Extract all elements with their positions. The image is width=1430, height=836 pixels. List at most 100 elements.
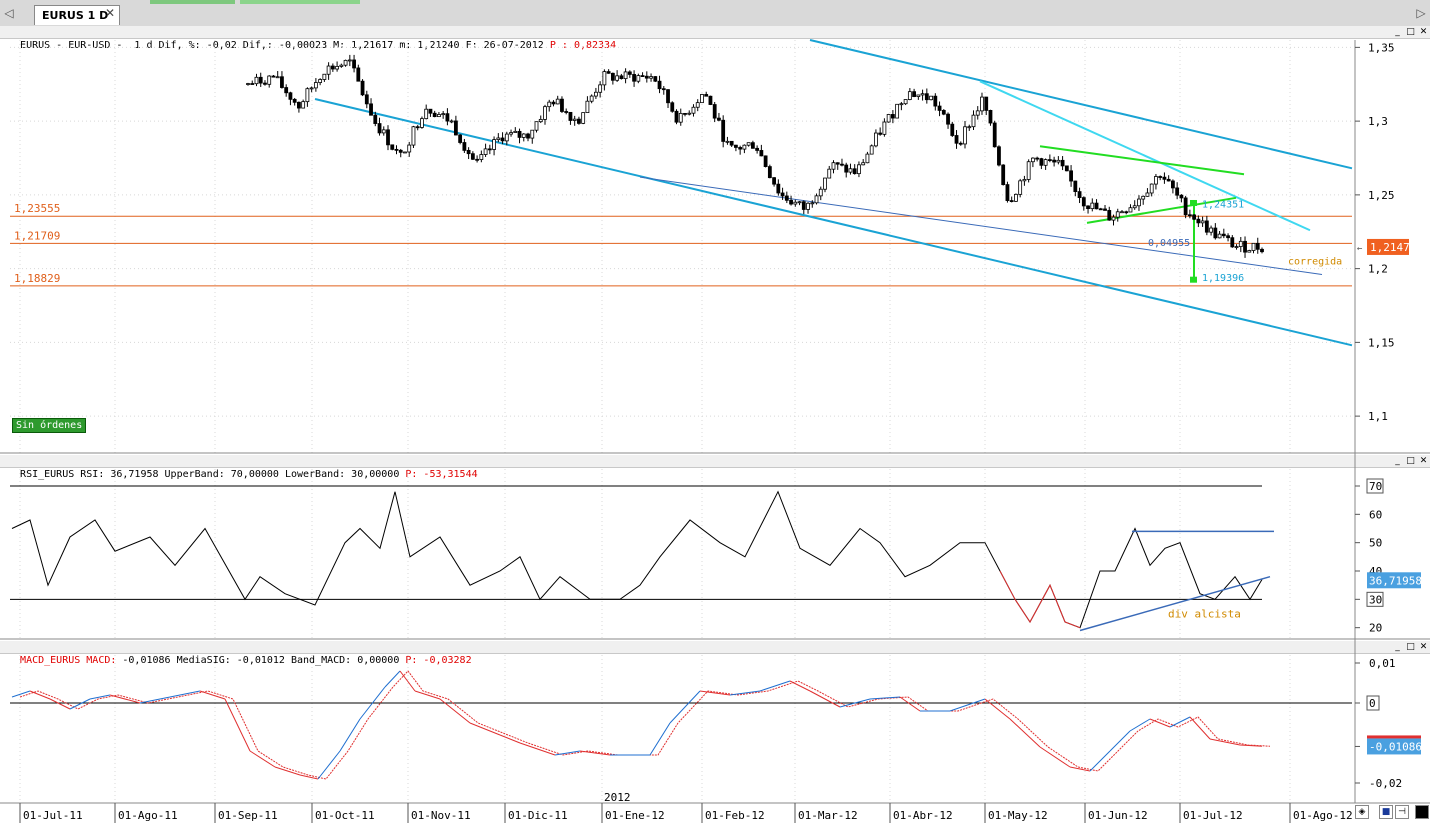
macd-line-segment bbox=[669, 690, 701, 724]
target-label: 1,19396 bbox=[1202, 273, 1244, 284]
level-label: 1,23555 bbox=[14, 202, 60, 215]
macd-line-segment bbox=[109, 694, 141, 704]
candle-body bbox=[721, 119, 726, 142]
candle-body bbox=[1209, 227, 1213, 233]
macd-line-segment bbox=[414, 690, 441, 700]
candle-body bbox=[916, 94, 921, 97]
candle-body bbox=[1255, 242, 1260, 250]
candle-body bbox=[1217, 233, 1222, 239]
tab-eurus-1d[interactable]: EURUS 1 D ✕ bbox=[34, 5, 120, 25]
candle-body bbox=[1141, 195, 1146, 200]
macd-line-segment bbox=[949, 698, 986, 712]
candle-body bbox=[1196, 218, 1201, 224]
y-tick-label: 50 bbox=[1369, 537, 1382, 550]
macd-line-segment bbox=[1209, 738, 1241, 746]
save-icon[interactable]: ■ bbox=[1379, 805, 1393, 819]
y-tick-label: 0 bbox=[1369, 697, 1376, 710]
palette-icon[interactable]: ◈ bbox=[1355, 805, 1369, 819]
minimize-icon[interactable]: _ bbox=[1395, 642, 1400, 652]
candle-body bbox=[933, 95, 938, 107]
candle-body bbox=[1060, 159, 1065, 167]
level-label: 1,21709 bbox=[14, 229, 60, 242]
macd-line-segment bbox=[1069, 766, 1091, 772]
candle-body bbox=[1166, 178, 1171, 182]
candle-body bbox=[997, 146, 1001, 166]
candle-body bbox=[373, 114, 378, 124]
candle-body bbox=[738, 147, 743, 150]
x-tick-label: 01-Ago-12 bbox=[1293, 809, 1353, 822]
macd-line-segment bbox=[384, 670, 401, 688]
candle-body bbox=[865, 153, 870, 164]
candle-body bbox=[1124, 211, 1129, 214]
candle-body bbox=[946, 113, 950, 125]
candle-body bbox=[432, 112, 437, 118]
candle-body bbox=[920, 93, 925, 96]
candle-body bbox=[1111, 216, 1116, 221]
candle-body bbox=[1030, 157, 1035, 163]
macd-line-segment bbox=[729, 690, 761, 696]
y-tick-label: -0,01086 bbox=[1369, 740, 1422, 753]
candle-body bbox=[610, 72, 615, 81]
y-tick-label: 70 bbox=[1369, 480, 1382, 493]
orders-button[interactable]: Sin órdenes bbox=[12, 418, 87, 433]
scroll-left-icon[interactable]: ◁ bbox=[4, 6, 14, 20]
candle-body bbox=[937, 105, 942, 111]
candle-body bbox=[589, 95, 594, 102]
macd-line-segment bbox=[49, 698, 71, 710]
candle-body bbox=[1090, 202, 1095, 210]
price-header-p: P : 0,82334 bbox=[549, 40, 617, 51]
candle-body bbox=[560, 98, 564, 112]
candle-body bbox=[823, 177, 827, 190]
candle-body bbox=[263, 82, 267, 85]
x-tick-label: 01-Mar-12 bbox=[798, 809, 858, 822]
resistance-trend-line bbox=[979, 80, 1311, 232]
candle-body bbox=[530, 129, 535, 139]
rsi-line bbox=[11, 490, 1263, 629]
candle-body bbox=[339, 64, 344, 67]
macd-axis: 0,01 0 -0,01086 -0,02 bbox=[1355, 657, 1422, 790]
macd-line-segment bbox=[339, 718, 361, 752]
candle-body bbox=[657, 80, 662, 90]
minimize-icon[interactable]: _ bbox=[1395, 456, 1400, 466]
candle-body bbox=[322, 73, 327, 80]
y-tick-label: 1,3 bbox=[1368, 115, 1388, 128]
close-icon[interactable]: ✕ bbox=[1419, 27, 1428, 37]
candle-body bbox=[967, 126, 972, 129]
candle-body bbox=[903, 99, 908, 105]
scroll-right-icon[interactable]: ▷ bbox=[1416, 6, 1426, 20]
macd-line-segment bbox=[1009, 718, 1041, 748]
candle-body bbox=[1086, 205, 1090, 210]
macd-line-segment bbox=[249, 750, 276, 768]
candle-body bbox=[1005, 184, 1010, 201]
close-icon[interactable]: ✕ bbox=[1419, 642, 1428, 652]
x-tick-label: 01-Jun-12 bbox=[1088, 809, 1148, 822]
candle-body bbox=[1213, 227, 1218, 239]
minimize-icon[interactable]: _ bbox=[1395, 27, 1400, 37]
maximize-icon[interactable]: □ bbox=[1406, 27, 1415, 37]
candle-body bbox=[954, 135, 959, 144]
pin-icon[interactable]: ⊣ bbox=[1395, 805, 1409, 819]
color-swatch-icon[interactable] bbox=[1415, 805, 1429, 819]
candle-body bbox=[496, 137, 501, 141]
candle-body bbox=[386, 129, 390, 146]
maximize-icon[interactable]: □ bbox=[1406, 642, 1415, 652]
candle-body bbox=[890, 114, 895, 119]
tab-color-strip bbox=[240, 0, 360, 4]
macd-line-segment bbox=[809, 690, 841, 708]
candle-body bbox=[687, 112, 692, 115]
close-tab-icon[interactable]: ✕ bbox=[104, 6, 115, 20]
macd-line-segment bbox=[499, 734, 521, 744]
macd-line-segment bbox=[1109, 730, 1131, 752]
candle-body bbox=[398, 149, 403, 153]
maximize-icon[interactable]: □ bbox=[1406, 456, 1415, 466]
candle-body bbox=[1047, 159, 1052, 161]
candle-body bbox=[691, 106, 696, 114]
divergence-line bbox=[1079, 575, 1271, 632]
x-tick-label: 01-Ago-11 bbox=[118, 809, 178, 822]
macd-line-segment bbox=[839, 698, 871, 708]
candle-body bbox=[509, 132, 513, 135]
candle-body bbox=[661, 88, 666, 91]
candle-body bbox=[326, 65, 331, 75]
close-icon[interactable]: ✕ bbox=[1419, 456, 1428, 466]
